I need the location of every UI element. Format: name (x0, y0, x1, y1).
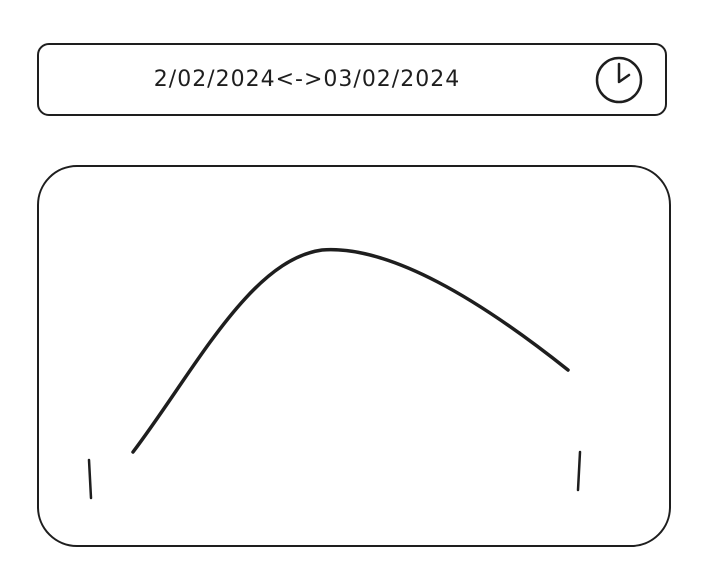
chart-panel (37, 165, 671, 547)
date-range-bar[interactable]: 2/02/2024 <-> 03/02/2024 (37, 43, 667, 116)
date-range-start: 2/02/2024 (153, 67, 276, 92)
date-range-separator: <-> (275, 67, 324, 92)
date-range-end: 03/02/2024 (323, 67, 461, 92)
chart-series-line (131, 247, 570, 454)
date-range-label: 2/02/2024 <-> 03/02/2024 (39, 45, 575, 114)
clock-icon (595, 56, 643, 104)
range-handle-left[interactable] (87, 458, 93, 500)
clock-button[interactable] (593, 54, 645, 106)
range-handle-right[interactable] (576, 450, 582, 492)
